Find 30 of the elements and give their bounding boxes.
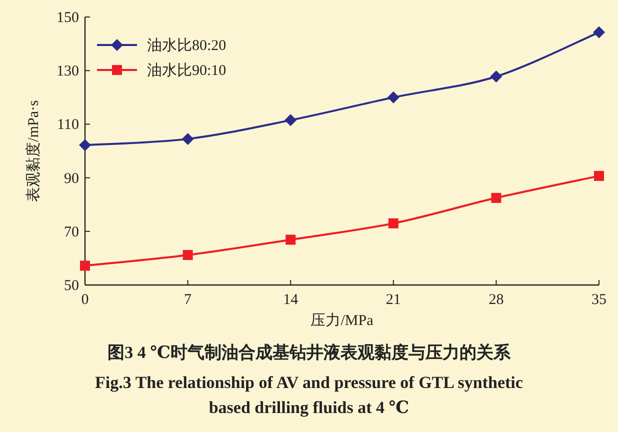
legend-label: 油水比80:20: [147, 37, 226, 54]
x-tick-label: 0: [81, 292, 89, 308]
y-tick-label: 130: [56, 64, 79, 80]
x-tick-label: 35: [592, 292, 606, 308]
point: [284, 114, 297, 126]
point: [594, 170, 604, 181]
y-axis-title: 表观黏度/mPa·s: [25, 100, 42, 202]
point: [593, 26, 605, 38]
y-tick-label: 110: [57, 117, 79, 134]
y-tick-label: 50: [64, 278, 79, 294]
x-tick-label: 14: [283, 292, 299, 308]
point: [490, 70, 502, 82]
point: [182, 250, 193, 260]
x-axis-title: 压力/MPa: [310, 312, 374, 329]
point: [388, 218, 398, 228]
y-tick-label: 150: [56, 10, 79, 26]
point: [182, 132, 194, 145]
point: [286, 234, 296, 245]
y-tick-label: 70: [64, 224, 79, 240]
x-tick-label: 28: [488, 292, 504, 308]
legend-label: 油水比90:10: [147, 62, 226, 79]
caption: Fig.3 The relationship of AV and pressure of GTL synthetic based drilling fluids at 4 ℃: [95, 373, 524, 417]
y-tick-label: 90: [64, 170, 79, 187]
caption: 图3 4 ℃时气制油合成基钻井液表观黏度与压力的关系: [108, 343, 512, 362]
point: [79, 139, 91, 152]
point: [80, 260, 90, 271]
point: [387, 91, 400, 104]
x-tick-label: 21: [386, 292, 401, 308]
point: [491, 192, 502, 203]
x-tick-label: 7: [184, 292, 192, 308]
